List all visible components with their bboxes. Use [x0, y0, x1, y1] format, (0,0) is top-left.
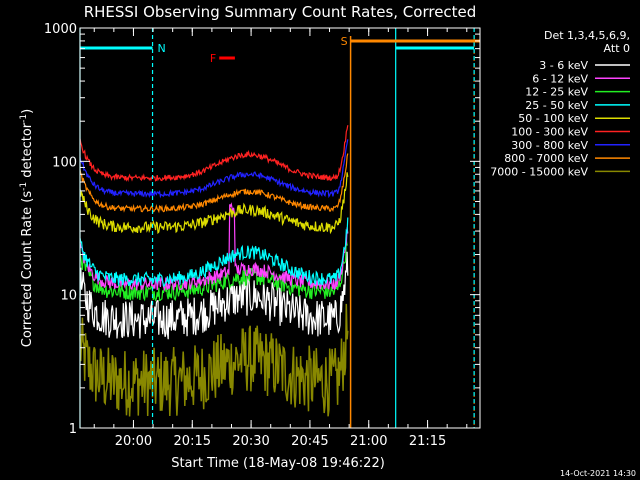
- y-axis-label-part2: detector: [20, 122, 35, 182]
- y-axis-label: Corrected Count Rate (s-1 detector-1): [19, 109, 35, 347]
- legend-label-1: 6 - 12 keV: [532, 72, 588, 85]
- y-tick-label-0: 1: [69, 422, 77, 437]
- legend-header-line2: Att 0: [604, 42, 630, 55]
- x-tick-label-4: 21:00: [350, 434, 387, 449]
- series-line-0: [79, 251, 349, 340]
- series-line-5: [79, 125, 349, 182]
- y-axis-label-sup2: -1: [19, 114, 29, 123]
- y-tick-label-1: 10: [60, 289, 77, 304]
- legend-header-line1: Det 1,3,4,5,6,9,: [544, 29, 630, 42]
- series-line-4: [79, 172, 349, 235]
- series-line-2: [79, 240, 349, 302]
- y-axis-label-part1: Corrected Count Rate (s: [20, 191, 35, 348]
- legend-label-6: 300 - 800 keV: [511, 139, 588, 152]
- x-tick-label-5: 21:15: [409, 434, 446, 449]
- y-tick-label-3: 1000: [44, 22, 77, 37]
- legend-label-7: 800 - 7000 keV: [504, 152, 588, 165]
- legend-label-2: 12 - 25 keV: [525, 86, 588, 99]
- y-axis-label-part3: ): [20, 109, 35, 114]
- flag-label-f: F: [210, 52, 216, 65]
- series-line-1: [79, 202, 349, 292]
- series-line-8: [79, 303, 349, 417]
- y-tick-label-2: 100: [52, 155, 77, 170]
- x-axis-label: Start Time (18-May-08 19:46:22): [171, 456, 385, 471]
- series-line-6: [79, 139, 349, 199]
- x-tick-label-1: 20:15: [174, 434, 211, 449]
- data-layer: [79, 125, 349, 417]
- series-line-7: [79, 153, 349, 214]
- legend-label-5: 100 - 300 keV: [511, 126, 588, 139]
- legend-label-0: 3 - 6 keV: [539, 59, 588, 72]
- x-tick-label-0: 20:00: [115, 434, 152, 449]
- flag-label-s: S: [341, 35, 348, 48]
- flag-label-n: N: [158, 42, 166, 55]
- x-tick-label-3: 20:45: [291, 434, 328, 449]
- axis-layer: 20:00 20:15 20:30 20:45 21:00 21:15 1 10 100 1000: [44, 22, 480, 449]
- series-line-3: [79, 217, 349, 287]
- legend-label-4: 50 - 100 keV: [518, 112, 588, 125]
- timestamp: 14-Oct-2021 14:30: [560, 469, 636, 478]
- legend-label-8: 7000 - 15000 keV: [490, 165, 588, 178]
- chart-title: RHESSI Observing Summary Count Rates, Co…: [84, 3, 477, 21]
- x-tick-label-2: 20:30: [232, 434, 269, 449]
- flag-layer: N F S: [79, 28, 480, 428]
- plot-frame: [79, 27, 481, 429]
- legend-label-3: 25 - 50 keV: [525, 99, 588, 112]
- y-axis-label-sup1: -1: [19, 182, 29, 191]
